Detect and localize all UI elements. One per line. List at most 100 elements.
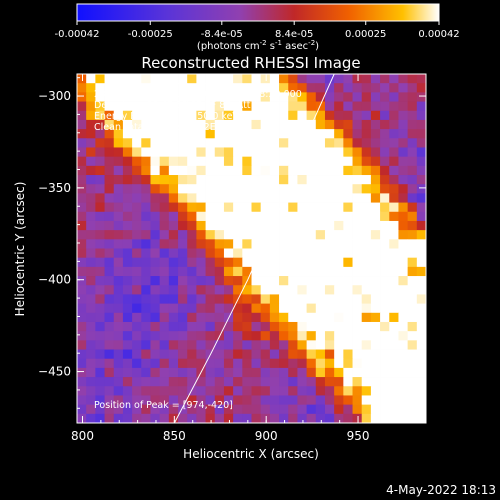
heatmap-cell	[389, 257, 399, 268]
heatmap-cell	[141, 276, 151, 286]
heatmap-cell	[361, 101, 372, 112]
heatmap-cell	[159, 239, 170, 249]
heatmap-cell	[113, 395, 124, 406]
heatmap-cell	[251, 202, 262, 213]
heatmap-cell	[150, 138, 161, 148]
heatmap-cell	[205, 129, 216, 139]
heatmap-cell	[380, 367, 390, 378]
heatmap-cell	[315, 312, 326, 323]
heatmap-cell	[95, 110, 105, 121]
heatmap-cell	[324, 92, 335, 102]
heatmap-cell	[269, 129, 280, 139]
heatmap-cell	[416, 312, 426, 323]
heatmap-cell	[361, 331, 372, 341]
heatmap-cell	[416, 101, 426, 112]
heatmap-cell	[343, 202, 353, 213]
heatmap-cell	[324, 239, 335, 249]
heatmap-cell	[269, 138, 280, 148]
heatmap-cell	[407, 220, 418, 231]
colorbar-tick-label: -0.00025	[128, 29, 173, 40]
heatmap-cell	[260, 395, 271, 406]
heatmap-cell	[159, 349, 170, 360]
heatmap-cell	[343, 367, 353, 378]
heatmap-cell	[141, 395, 151, 406]
heatmap-cell	[380, 321, 390, 332]
heatmap-cell	[141, 257, 151, 268]
heatmap-cell	[205, 239, 216, 249]
heatmap-cell	[150, 239, 161, 249]
heatmap-cell	[407, 202, 418, 213]
heatmap-cell	[269, 413, 280, 423]
heatmap-cell	[297, 386, 307, 396]
heatmap-cell	[279, 303, 289, 314]
heatmap-cell	[260, 377, 271, 387]
heatmap-cell	[361, 129, 372, 139]
heatmap-cell	[187, 321, 197, 332]
heatmap-cell	[370, 101, 381, 112]
heatmap-cell	[77, 230, 87, 240]
heatmap-cell	[361, 340, 372, 350]
heatmap-cell	[251, 83, 262, 93]
heatmap-cell	[407, 147, 418, 158]
heatmap-cell	[251, 331, 262, 341]
heatmap-cell	[113, 230, 124, 240]
heatmap-cell	[334, 367, 344, 378]
heatmap-cell	[113, 184, 124, 194]
heatmap-cell	[122, 239, 133, 249]
heatmap-cell	[95, 404, 105, 415]
heatmap-cell	[205, 312, 216, 323]
heatmap-cell	[416, 266, 426, 277]
heatmap-cell	[196, 358, 206, 369]
heatmap-cell	[324, 211, 335, 222]
heatmap-cell	[389, 239, 399, 249]
heatmap-cell	[141, 404, 151, 415]
heatmap-cell	[370, 285, 381, 295]
heatmap-cell	[159, 211, 170, 222]
heatmap-cell	[95, 257, 105, 268]
heatmap-cell	[205, 285, 216, 295]
heatmap-cell	[132, 266, 142, 277]
heatmap-cell	[141, 303, 151, 314]
heatmap-cell	[104, 404, 115, 415]
heatmap-cell	[150, 413, 161, 423]
heatmap-cell	[205, 413, 216, 423]
heatmap-cell	[361, 303, 372, 314]
heatmap-cell	[398, 202, 409, 213]
heatmap-cell	[86, 285, 96, 295]
heatmap-cell	[159, 395, 170, 406]
heatmap-cell	[260, 285, 271, 295]
heatmap-cell	[178, 349, 188, 360]
heatmap-cell	[407, 395, 418, 406]
heatmap-cell	[233, 404, 243, 415]
heatmap-cell	[104, 129, 115, 139]
heatmap-cell	[150, 358, 161, 369]
heatmap-cell	[242, 129, 252, 139]
heatmap-cell	[416, 358, 426, 369]
heatmap-cell	[168, 303, 179, 314]
footer-timestamp: 4-May-2022 18:13	[386, 483, 496, 497]
heatmap-cell	[150, 257, 161, 268]
heatmap-cell	[361, 83, 372, 93]
heatmap-cell	[324, 331, 335, 341]
heatmap-cell	[324, 83, 335, 93]
heatmap-cell	[361, 202, 372, 213]
heatmap-cell	[315, 413, 326, 423]
heatmap-cell	[398, 266, 409, 277]
heatmap-cell	[168, 92, 179, 102]
heatmap-cell	[324, 156, 335, 167]
heatmap-cell	[398, 110, 409, 121]
heatmap-cell	[113, 175, 124, 185]
heatmap-cell	[279, 257, 289, 268]
heatmap-cell	[389, 285, 399, 295]
heatmap-cell	[196, 220, 206, 231]
heatmap-image	[77, 74, 426, 423]
heatmap-cell	[159, 386, 170, 396]
heatmap-cell	[178, 175, 188, 185]
heatmap-cell	[251, 404, 262, 415]
heatmap-cell	[77, 404, 87, 415]
heatmap-cell	[352, 92, 363, 102]
heatmap-cell	[361, 248, 372, 259]
heatmap-cell	[269, 101, 280, 112]
heatmap-cell	[205, 266, 216, 277]
heatmap-cell	[306, 83, 317, 93]
